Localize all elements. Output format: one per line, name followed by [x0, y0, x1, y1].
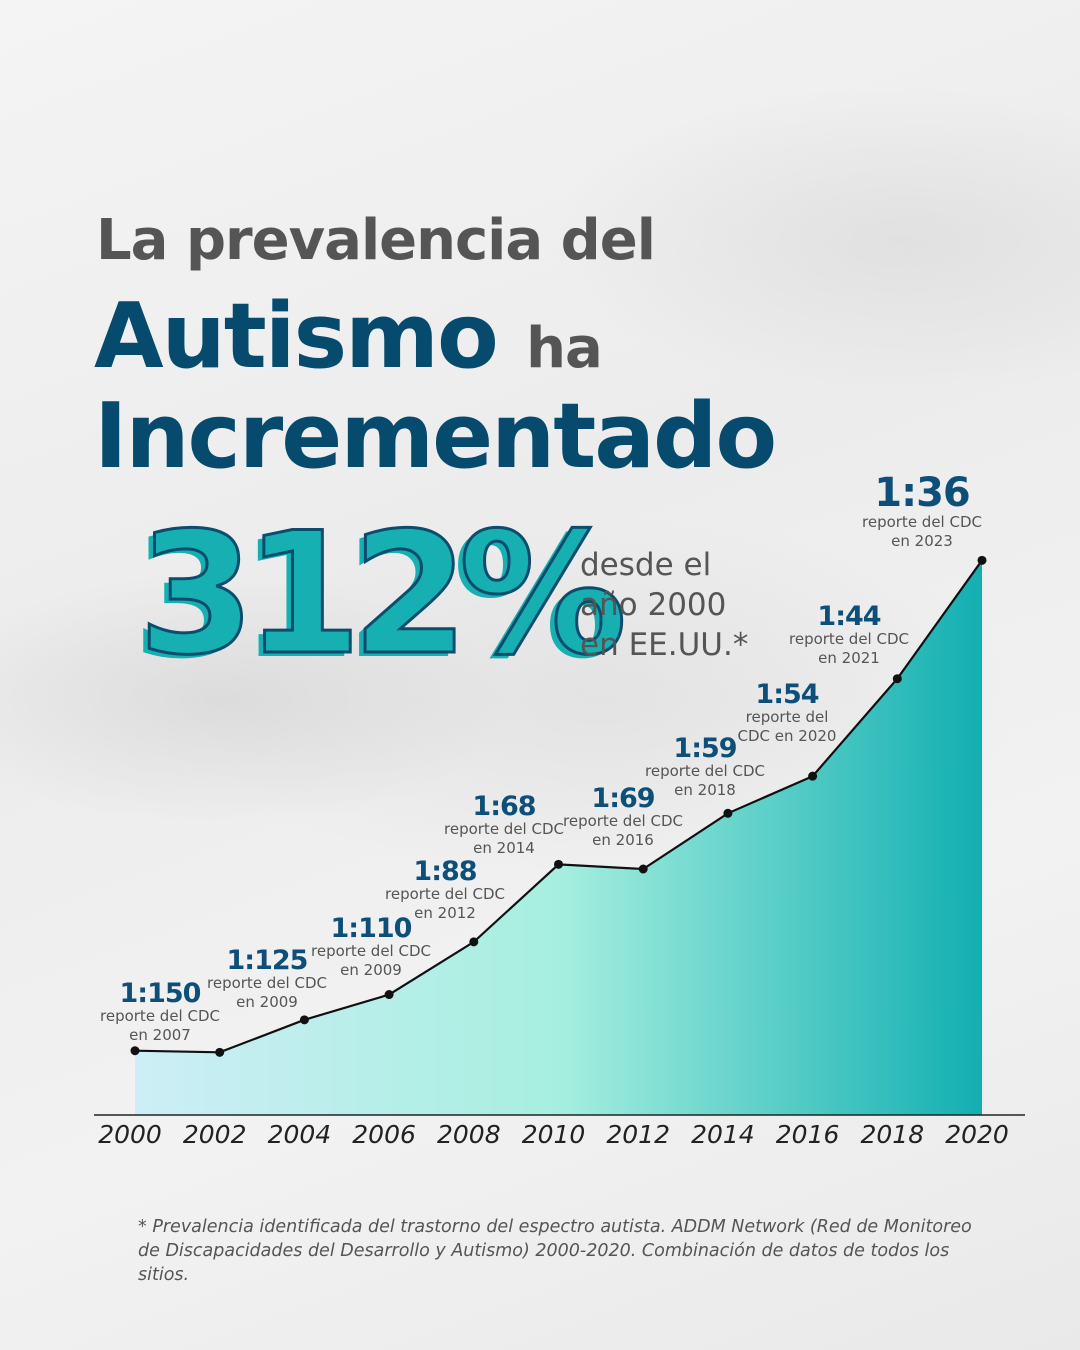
data-point: [299, 1015, 309, 1025]
data-point: [892, 674, 902, 684]
source-label: reporte del CDC en 2014: [444, 820, 564, 857]
source-label: reporte del CDC en 2020: [737, 708, 837, 745]
x-tick-label: 2010: [521, 1120, 586, 1149]
ratio-label: 1:59: [673, 733, 737, 764]
x-tick-label: 2020: [945, 1120, 1009, 1149]
data-label: 1:150 reporte del CDC en 2007: [100, 980, 220, 1045]
data-point: [469, 937, 479, 947]
source-label: reporte del CDC en 2023: [862, 513, 982, 550]
data-point: [977, 555, 987, 565]
ratio-label: 1:36: [874, 470, 971, 516]
footnote: * Prevalencia identificada del trastorno…: [138, 1217, 972, 1285]
source-label: reporte del CDC en 2012: [385, 885, 505, 922]
area-fill: [135, 560, 982, 1115]
highlight-caption: desde el año 2000 en EE.UU.*: [580, 545, 748, 665]
ratio-label: 1:68: [472, 791, 536, 822]
source-label: reporte del CDC en 2009: [207, 974, 327, 1011]
source-label: reporte del CDC en 2021: [789, 630, 909, 667]
title-line-1: La prevalencia del: [96, 208, 656, 273]
data-point: [808, 771, 818, 781]
data-label: 1:69 reporte del CDC en 2016: [563, 785, 683, 850]
x-tick-label: 2000: [98, 1120, 162, 1149]
ratio-label: 1:88: [413, 856, 477, 887]
data-label: 1:110 reporte del CDC en 2009: [311, 915, 431, 980]
caption-line: año 2000: [580, 587, 727, 623]
title-autismo: Autismo: [94, 284, 499, 389]
data-point: [554, 859, 563, 869]
data-label: 1:125 reporte del CDC en 2009: [207, 947, 327, 1012]
data-label: 1:44 reporte del CDC en 2021: [789, 603, 909, 668]
ratio-label: 1:150: [119, 978, 202, 1009]
data-point: [384, 990, 394, 1000]
data-point: [638, 864, 648, 874]
title-line-2: Autismo ha: [94, 292, 603, 382]
ratio-label: 1:69: [591, 783, 655, 814]
x-tick-label: 2018: [860, 1120, 925, 1149]
data-label: 1:54 reporte del CDC en 2020: [738, 681, 837, 746]
data-label: 1:59 reporte del CDC en 2018: [645, 735, 765, 800]
title-line-3: Incrementado: [94, 384, 777, 489]
title-ha: ha: [526, 316, 603, 381]
data-label: 1:68 reporte del CDC en 2014: [444, 793, 564, 858]
x-tick-label: 2004: [267, 1120, 332, 1149]
ratio-label: 1:44: [817, 601, 881, 632]
source-label: reporte del CDC en 2016: [563, 812, 683, 849]
data-label: 1:36 reporte del CDC en 2023: [862, 473, 982, 551]
source-label: reporte del CDC en 2007: [100, 1007, 220, 1044]
caption-line: desde el: [580, 547, 712, 583]
x-tick-label: 2002: [182, 1120, 247, 1149]
data-point: [130, 1046, 140, 1056]
source-label: reporte del CDC en 2018: [645, 762, 765, 799]
data-point: [723, 808, 733, 818]
ratio-label: 1:54: [755, 679, 819, 710]
x-tick-label: 2014: [691, 1120, 755, 1149]
ratio-label: 1:125: [226, 945, 309, 976]
x-tick-label: 2008: [436, 1120, 501, 1149]
ratio-label: 1:110: [330, 913, 413, 944]
x-tick-label: 2006: [352, 1120, 416, 1149]
data-point: [215, 1047, 225, 1057]
x-tick-label: 2016: [775, 1120, 840, 1149]
x-tick-label: 2012: [606, 1120, 670, 1149]
highlight-percent: 312%: [136, 496, 628, 692]
source-label: reporte del CDC en 2009: [311, 942, 431, 979]
caption-line: en EE.UU.*: [580, 627, 749, 663]
data-label: 1:88 reporte del CDC en 2012: [385, 858, 505, 923]
